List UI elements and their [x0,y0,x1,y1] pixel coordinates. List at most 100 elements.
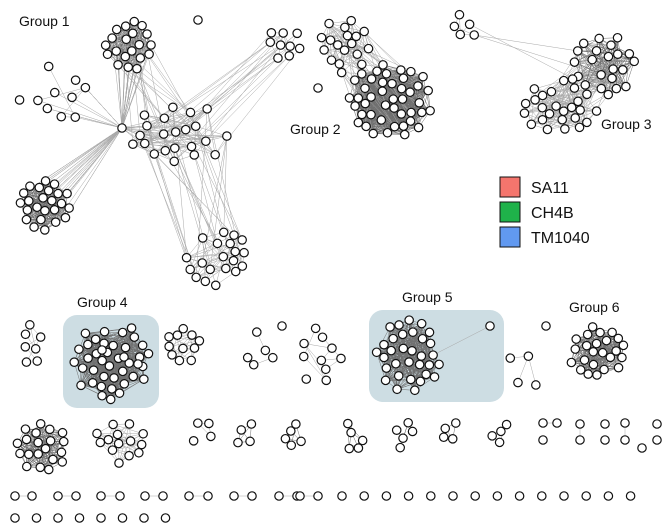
group-2-cluster-node [382,127,393,138]
row3-cluster-node [206,431,216,442]
group-6-cluster-node [581,340,592,351]
group-1-cluster-top-node [146,40,156,50]
group-3-cluster-lower-node [557,114,568,125]
row3-cluster-dense-edge [17,423,41,444]
row3-cluster-node [494,437,505,448]
group-2-cluster-node [414,98,425,108]
group-1-cluster-right-node [266,28,277,38]
group-2-cluster-node [381,68,392,79]
row3-cluster-dense-node [35,462,46,473]
small-cluster-node [310,323,321,334]
group-3-cluster-lower-edge [531,78,573,125]
group-4-cluster-node [88,365,99,375]
group-4-sa11-node [97,345,107,355]
group-2-cluster-node [388,94,399,104]
small-cluster-node [194,336,205,346]
small-cluster-edge [303,328,316,357]
small-cluster-node [187,330,197,340]
isolated-node [139,513,149,523]
group-3-cluster-lower-edge [531,117,576,125]
pair-node [313,491,323,501]
row3-cluster-node [344,443,355,454]
group-1-cluster-top-node [132,63,142,74]
row3-cluster-sparse-node [112,429,123,440]
row3-cluster-node [236,425,247,435]
group-3-cluster-lower-edge [549,113,587,123]
group-1-cluster-right-node [278,28,289,38]
group-1-link [132,32,284,145]
group-4-cluster-node [97,355,107,366]
group-2-cluster-upper-node [325,35,336,45]
group-4-cluster-node [109,373,119,383]
group-6-cluster-node [588,346,599,357]
row3-cluster-sparse-node [108,419,118,430]
group-3-cluster-lower-node [573,96,583,107]
group-3-cluster-small-node [464,19,475,30]
group-1-link [37,100,123,129]
group-6-cluster-edge [576,332,613,340]
row3-cluster-dense-node [20,424,31,434]
group-5-cluster-node [391,358,401,369]
group-6-cluster-edge [571,343,597,363]
group-5-cluster-node [393,371,404,381]
group-1-cluster-top-node [100,40,111,51]
small-cluster-node [35,332,46,342]
row3-small-node [600,419,610,429]
isolated-node [581,491,591,501]
group-3-cluster-lower-node [519,108,530,118]
group-1-cluster-center-node [139,138,150,149]
group-6-cluster-node [613,333,624,344]
group-1-cluster-top-node [121,34,132,45]
group-3-cluster-lower-node [551,101,561,111]
group-1-cluster-left-node [49,204,60,215]
group-2-cluster-node [366,109,376,120]
small-cluster-node [298,351,309,362]
group-1-link [165,150,236,272]
group-3-cluster-lower-node [567,74,578,84]
group-1-cluster-top-node [120,21,131,31]
group-1-cluster-bottom-node [230,246,241,257]
group-4-cluster-node [117,327,128,338]
row3-small-node [652,435,662,445]
group-1-cluster-center-node [139,110,150,120]
group-3-cluster-lower-node [591,106,602,116]
group-3-cluster-node [629,56,640,67]
legend-label-sa11: SA11 [531,180,569,197]
group-1-cluster-center-node [201,136,211,147]
group-2-cluster-node [380,100,391,110]
group-3-cluster-node [587,54,598,65]
group-4-cluster-node [97,390,107,401]
group-2-cluster-node [389,121,400,132]
group-1-cluster-outer-node [70,75,81,85]
group-1-cluster-outer-edge [37,87,86,101]
group-3-cluster-small-node [449,21,460,32]
small-cluster-node [336,353,346,364]
group-1-cluster-left-node [36,214,46,225]
row3-cluster-sparse-node [125,436,136,446]
group-2-link [364,31,419,87]
row3-cluster-dense-node [12,438,23,449]
group-1-cluster-center-node [168,102,178,113]
pair-node [53,491,63,501]
group-1-cluster-left-node [43,185,54,196]
group-4-cluster-node [83,339,93,350]
group-5-cluster-node [416,318,427,329]
group-5-cluster-node [407,346,417,356]
pair-node [96,491,106,501]
group-1-cluster-center-edge [164,118,196,127]
small-cluster-edge [303,356,327,381]
group-1-cluster-bottom-node [218,227,229,238]
group-3-cluster-node [591,46,602,56]
small-cluster-node [189,343,200,353]
group-6-cluster-edge [584,332,601,361]
group-1-cluster-center-edge [195,126,227,137]
group-3-cluster-lower-edge [534,88,543,120]
group-4-cluster-node [117,366,128,377]
group-2-cluster-node [387,78,397,89]
group-1-cluster-top-node [128,28,138,39]
group-2-cluster-upper-node [324,18,334,29]
group-4-cluster-edge [81,385,112,390]
group-2-cluster-node [413,81,423,91]
group-1-link [117,64,165,119]
group-2-cluster-node [406,66,416,77]
